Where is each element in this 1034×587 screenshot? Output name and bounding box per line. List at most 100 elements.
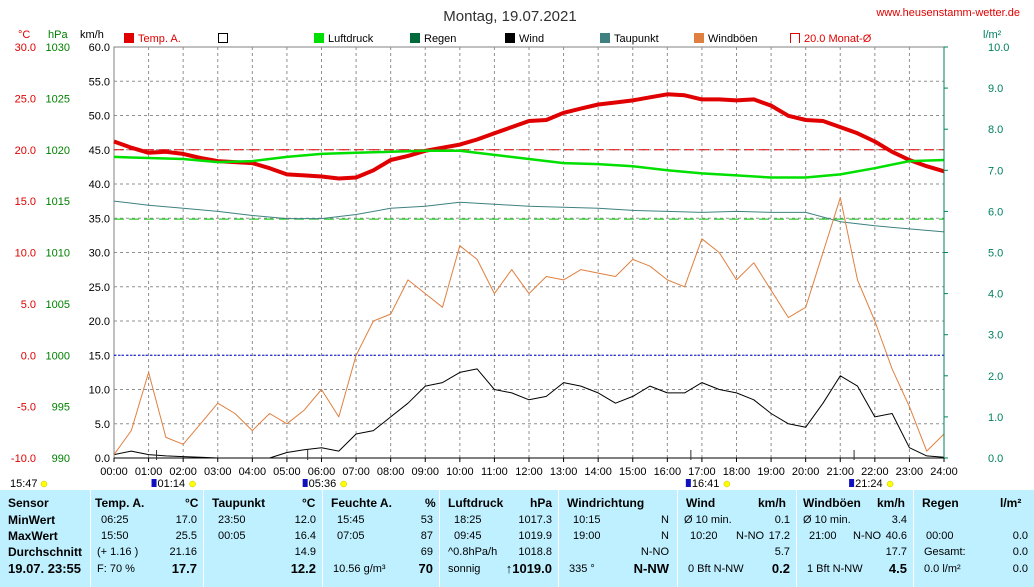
x-tick-label: 22:00	[861, 466, 889, 478]
kmh-tick: 40.0	[89, 179, 110, 191]
x-tick-label: 02:00	[169, 466, 197, 478]
unit-lm2: l/m²	[983, 29, 1002, 41]
sensor-header: Sensor	[8, 496, 49, 510]
x-tick-label: 03:00	[204, 466, 232, 478]
luftdruck-avg-val: 1018.8	[518, 546, 552, 558]
feuchte-footer-note: 10.56 g/m³	[333, 563, 386, 575]
plot-area	[113, 46, 945, 459]
marker-label: 05:36	[309, 478, 337, 490]
x-tick-label: 21:00	[826, 466, 854, 478]
lm2-tick: 0.0	[988, 453, 1003, 465]
taupunkt-max-time: 00:05	[218, 530, 246, 542]
row-label-avg: Durchschnitt	[8, 545, 83, 559]
legend-swatch	[314, 33, 324, 43]
x-tick-label: 24:00	[930, 466, 958, 478]
marker-label: 16:41	[692, 478, 720, 490]
series-windb-en-line	[113, 197, 945, 455]
taupunkt-header: Taupunkt	[212, 496, 266, 510]
regen-avg-label: Gesamt:	[924, 546, 966, 558]
x-tick-label: 15:00	[619, 466, 647, 478]
time-markers: 15:47 01:14 05:36 16:41 21:24	[10, 450, 894, 490]
feuchte-current: 70	[418, 561, 433, 576]
lm2-tick: 7.0	[988, 165, 1003, 177]
windrichtung-min-val: N	[661, 514, 669, 526]
kmh-tick: 20.0	[89, 316, 110, 328]
hpa-tick: 995	[52, 402, 70, 414]
celsius-tick: 30.0	[15, 42, 36, 54]
lm2-tick: 4.0	[988, 289, 1003, 301]
kmh-tick: 60.0	[89, 42, 110, 54]
x-tick-label: 05:00	[273, 466, 301, 478]
legend-swatch	[124, 33, 134, 43]
x-tick-label: 12:00	[515, 466, 543, 478]
wind-row2-val: 17.2	[768, 530, 790, 542]
x-tick-label: 14:00	[584, 466, 612, 478]
taupunkt-current: 12.2	[290, 561, 316, 576]
taupunkt-max-val: 16.4	[294, 530, 316, 542]
kmh-tick: 15.0	[89, 350, 110, 362]
windrichtung-header: Windrichtung	[567, 496, 645, 510]
marker-dot	[189, 480, 196, 488]
hpa-tick: 1000	[46, 350, 70, 362]
legend-label: Wind	[519, 33, 544, 45]
col-wind: Wind km/h Ø 10 min. 0.1 10:20 N-NO 17.2 …	[678, 490, 796, 587]
temp-avg-note: (+ 1.16 )	[97, 546, 139, 558]
taupunkt-avg-val: 14.9	[294, 546, 316, 558]
kmh-tick: 10.0	[89, 385, 110, 397]
feuchte-header: Feuchte A.	[331, 496, 392, 510]
lm2-tick: 8.0	[988, 124, 1003, 136]
luftdruck-footer-note: sonnig	[448, 563, 481, 575]
x-tick-label: 06:00	[308, 466, 336, 478]
legend-swatch	[505, 33, 515, 43]
lm2-tick: 10.0	[988, 42, 1009, 54]
hpa-tick: 1020	[46, 145, 70, 157]
marker-label: 15:47	[10, 478, 38, 490]
taupunkt-min-val: 12.0	[294, 514, 316, 526]
legend-swatch	[694, 33, 704, 43]
feuchte-avg-val: 69	[420, 546, 433, 558]
x-tick-label: 17:00	[688, 466, 716, 478]
x-tick-label: 09:00	[411, 466, 439, 478]
col-regen: Regen l/m² 00:00 0.0 Gesamt: 0.0 0.0 l/m…	[914, 490, 1034, 587]
legend-label: Regen	[424, 33, 456, 45]
hpa-tick: 1030	[46, 42, 70, 54]
legend-swatch	[410, 33, 420, 43]
x-tick-label: 11:00	[481, 466, 508, 478]
col-feuchte: Feuchte A. % 15:45 53 07:05 87 69 10.56 …	[323, 490, 439, 587]
hpa-tick: 990	[52, 453, 70, 465]
legend-swatch	[790, 33, 800, 43]
temp-unit: °C	[185, 496, 199, 510]
unit-hpa: hPa	[48, 29, 68, 41]
kmh-tick: 50.0	[89, 111, 110, 123]
row-label-min: MinWert	[8, 513, 56, 527]
windboeen-row2-time: 21:00	[809, 530, 837, 542]
kmh-tick: 0.0	[95, 453, 110, 465]
hpa-tick: 1015	[46, 196, 70, 208]
taupunkt-unit: °C	[302, 496, 316, 510]
luftdruck-unit: hPa	[530, 496, 553, 510]
regen-row2-time: 00:00	[926, 530, 954, 542]
luftdruck-avg-note: ^0.8hPa/h	[448, 546, 498, 558]
wind-row1-label: Ø 10 min.	[684, 514, 732, 526]
regen-current: 0.0 l/m²	[924, 563, 961, 575]
x-tick-label: 07:00	[342, 466, 370, 478]
celsius-tick: 10.0	[15, 248, 36, 260]
timestamp: 19.07. 23:55	[8, 561, 82, 576]
kmh-tick: 5.0	[95, 419, 110, 431]
windrichtung-avg-val: N-NO	[640, 546, 669, 558]
celsius-tick: -10.0	[11, 453, 36, 465]
wind-header: Wind	[686, 496, 716, 510]
windrichtung-max-time: 19:00	[573, 530, 601, 542]
temp-header: Temp. A.	[95, 496, 145, 510]
celsius-tick: 15.0	[15, 196, 36, 208]
col-windboeen: Windböen km/h Ø 10 min. 3.4 21:00 N-NO 4…	[797, 490, 913, 587]
marker-label: 01:14	[158, 478, 186, 490]
x-tick-label: 01:00	[135, 466, 163, 478]
regen-unit: l/m²	[1000, 496, 1022, 510]
windboeen-unit: km/h	[877, 496, 906, 510]
lm2-tick: 6.0	[988, 206, 1003, 218]
x-tick-label: 04:00	[239, 466, 267, 478]
kmh-tick: 35.0	[89, 213, 110, 225]
celsius-tick: 5.0	[21, 299, 36, 311]
legend-swatch	[218, 33, 228, 43]
